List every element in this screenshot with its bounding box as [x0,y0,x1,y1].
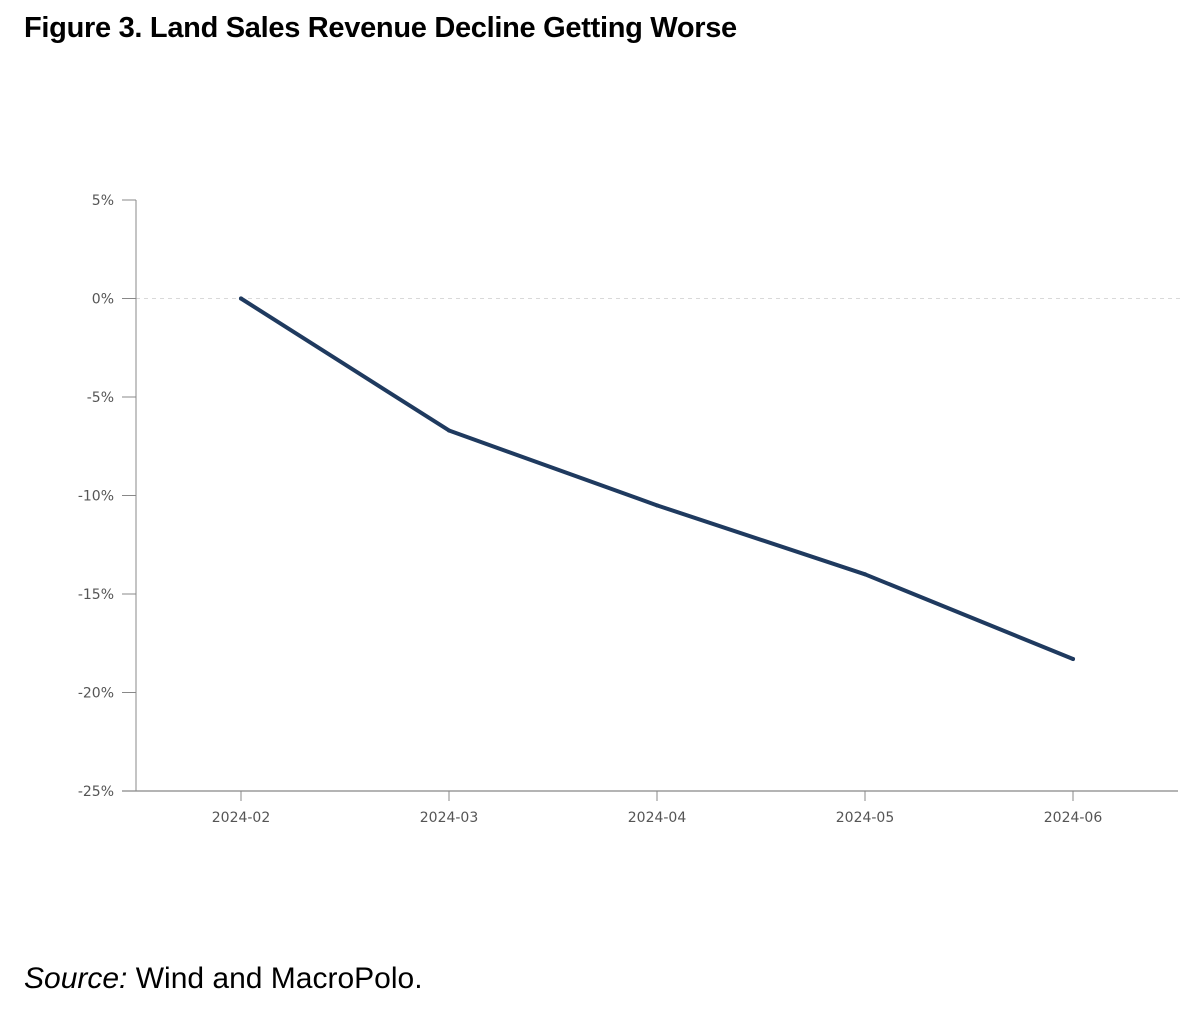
y-tick-label: -5% [87,390,114,406]
data-point [1071,657,1075,662]
y-tick-label: 5% [92,193,114,209]
source-note: Source: Wind and MacroPolo. [24,962,423,996]
series-layer [239,296,1075,662]
y-tick-label: -20% [78,686,114,702]
source-text: Wind and MacroPolo. [127,962,423,995]
x-tick-label: 2024-03 [420,810,479,826]
source-label: Source: [24,962,128,995]
data-point [447,428,451,433]
y-tick-label: -25% [78,784,114,800]
data-point [239,296,243,301]
y-tick-label: -10% [78,489,114,505]
x-tick-label: 2024-06 [1044,810,1103,826]
x-tick-label: 2024-05 [836,810,895,826]
x-tick-label: 2024-04 [628,810,687,826]
series-line [239,296,1075,662]
axes-layer [122,200,1178,792]
x-tick-label: 2024-02 [212,810,271,826]
data-point [655,503,659,508]
y-tick-label: -15% [78,587,114,603]
data-point [863,572,867,577]
y-tick-label: 0% [92,292,114,308]
figure-title: Figure 3. Land Sales Revenue Decline Get… [24,12,737,44]
ticks-layer: 5% 0% -5% -10% -15% -20% -25% 2024-02 2024-03 202… [78,193,1103,826]
